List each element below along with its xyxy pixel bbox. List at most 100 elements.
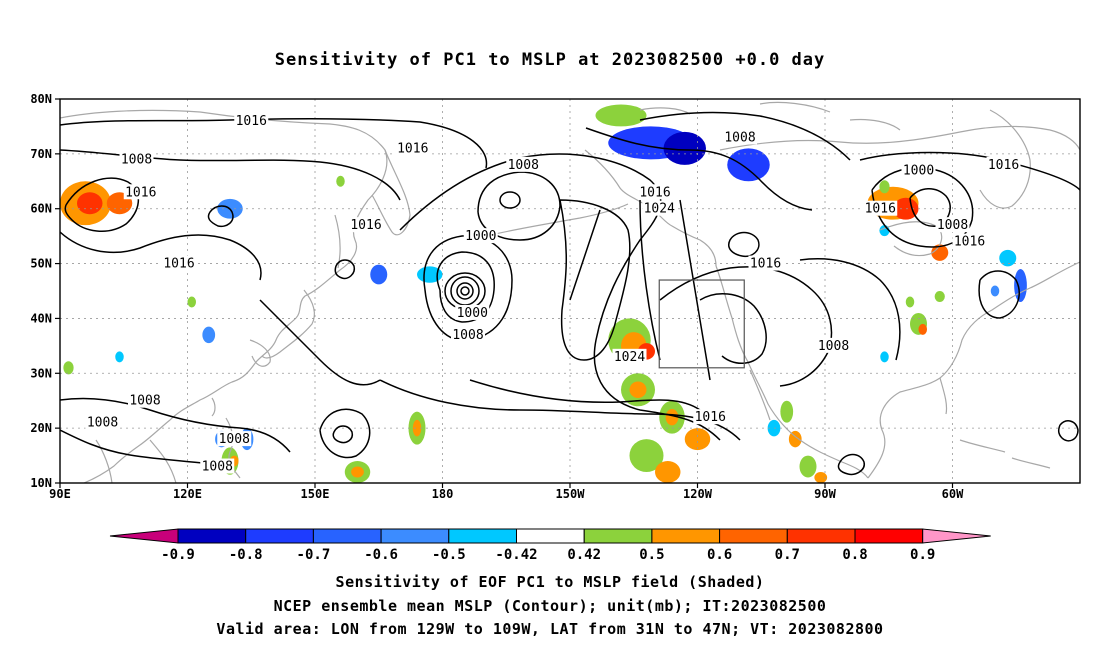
shaded-patch-37 [780,400,794,423]
contour-atlantic-east-small [1057,420,1079,442]
contour-label-2: 1008 [121,152,152,167]
colorbar-label-2: -0.7 [297,547,331,563]
lat-tick-label-0: 80N [30,92,52,106]
colorbar-label-1: -0.8 [229,547,263,563]
valid-area-box [658,279,745,369]
contour-south-china-1008 [60,397,291,453]
axis-ticks: 90E 120E 150E 180 150W 120W 90W 60W 80N 70N 60N 50N… [30,92,964,501]
shaded-patch-35 [63,361,74,375]
contour-alaska-1008 [585,127,813,211]
shaded-patch-24 [684,428,711,451]
contour-label-bg-7 [642,200,677,216]
contour-label-bg-22 [128,392,162,408]
contour-label-bg-10 [162,255,196,271]
shaded-patch-50 [336,175,345,187]
mslp-contours [60,111,1080,476]
contour-pacific-1008 [423,235,513,342]
caption-valid-area: Valid area: LON from 129W to 109W, LAT f… [216,620,884,638]
contour-label-1: 1016 [397,141,428,156]
lon-tick-label-0: 90E [49,487,71,501]
colorbar-label-9: 0.7 [775,547,800,563]
contour-label-6: 1016 [639,185,670,200]
shaded-patch-14 [1014,269,1027,302]
colorbar-bin-4 [448,528,517,544]
contour-label-25: 1008 [202,460,233,475]
coastline-sakhalin [334,214,341,269]
colorbar-label-7: 0.5 [639,547,664,563]
contour-label-bg-14 [816,337,851,353]
shaded-patch-8 [727,148,770,182]
colorbar-label-8: 0.6 [707,547,732,563]
colorbar-bin-1 [245,528,314,544]
contour-gulf-small [728,231,760,258]
lat-tick-label-2: 60N [30,202,52,216]
lat-tick-label-5: 30N [30,366,52,380]
shaded-patch-38 [788,430,802,448]
contour-label-18: 1016 [865,202,896,217]
contour-nw-atlantic-low-1000 [909,188,951,228]
lat-tick-label-4: 40N [30,311,52,325]
contour-north-1016 [60,117,488,169]
coastline-florida [939,377,948,415]
contour-bering-1008 [477,171,561,241]
contour-siberia-small-1 [207,205,234,228]
contour-subtropical-high-1024 [559,199,631,361]
contour-label-10: 1016 [163,257,194,272]
coastline-baja [749,369,771,421]
shaded-patch-45 [905,296,915,308]
contour-label-15: 1024 [614,350,645,365]
coastline-greenland [979,109,1031,209]
coastline-alaska [584,149,717,267]
contour-label-16: 1016 [695,410,726,425]
contour-label-bg-2 [119,151,154,167]
contour-label-bg-24 [217,431,252,447]
colorbar-bin-3 [380,528,450,544]
contour-pacific-low-ring-2 [444,272,486,310]
contour-north-america-1008 [699,293,767,364]
shaded-patch-28 [351,466,364,478]
coastline-indochina [95,439,177,483]
contour-label-19: 1008 [937,218,968,233]
contour-pacific-low-ring-3 [456,282,474,300]
shaded-patch-43 [918,323,927,335]
contour-label-bg-18 [863,200,898,216]
shaded-patch-21 [665,408,679,426]
contour-label-13: 1016 [750,257,781,272]
contour-label-bg-15 [612,348,647,364]
coastlines [60,101,1080,483]
contour-label-7: 1024 [644,202,675,217]
coastline-korea [249,339,271,367]
contour-label-bg-0 [234,112,269,128]
contour-label-20: 1016 [954,235,985,250]
contour-label-bg-8 [349,217,383,233]
lon-tick-label-4: 150W [556,487,586,501]
colorbar-bin-10 [854,528,924,544]
contour-label-bg-1 [395,140,430,156]
colorbar-label-0: -0.9 [161,547,195,563]
lon-tick-label-5: 120W [683,487,713,501]
contour-label-bg-6 [638,184,672,200]
contour-label-bg-3 [123,184,158,200]
contour-label-bg-13 [748,255,783,271]
caption-shading: Sensitivity of EOF PC1 to MSLP field (Sh… [335,573,765,591]
shaded-patch-12 [931,244,949,261]
colorbar-bin-7 [651,528,721,544]
shaded-patch-33 [202,326,216,344]
shaded-patch-48 [934,291,945,302]
coastline-hudson-bay [879,221,943,257]
contour-label-bg-25 [200,458,235,474]
contour-label-bg-9 [463,228,498,244]
shaded-patch-13 [999,249,1017,267]
colorbar-label-5: -0.42 [495,547,537,563]
contour-caribbean-small [837,453,865,476]
lon-tick-label-7: 60W [942,487,964,501]
contour-tropical-1016 [259,299,381,386]
shaded-patch-19 [629,381,647,398]
lon-tick-label-2: 150E [301,487,330,501]
colorbar-bin-2 [312,528,382,544]
contour-west-pacific-ring-inner [332,425,354,444]
contour-subtropical-outer-2 [469,379,701,411]
shaded-patch-44 [880,351,889,363]
contour-pacific-1000 [436,251,495,323]
colorbar-label-11: 0.9 [910,547,935,563]
